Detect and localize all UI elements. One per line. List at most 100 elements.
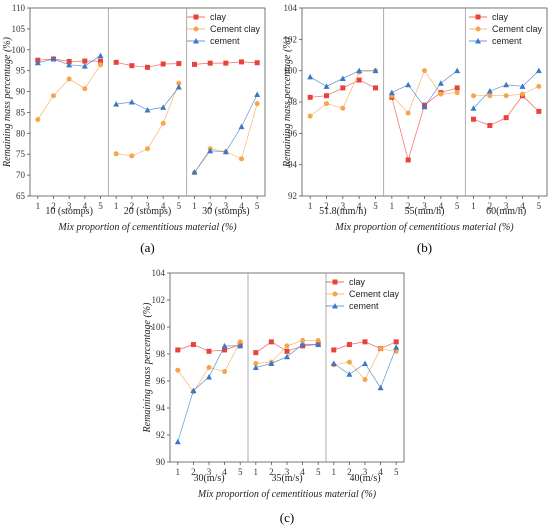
- series-line: [116, 83, 180, 157]
- data-point-circle: [405, 110, 411, 116]
- x-tick-label: 2: [208, 201, 213, 211]
- y-tick-label: 104: [152, 268, 166, 278]
- group-label: 10 (stomps): [45, 206, 93, 217]
- data-point-circle: [176, 80, 182, 86]
- y-tick-label: 98: [156, 349, 166, 359]
- legend: clay Cement clay cement: [469, 12, 543, 46]
- data-point-square: [503, 115, 509, 121]
- data-point-triangle: [97, 52, 104, 59]
- y-axis-label: Remaining mass percentage (%): [282, 36, 293, 168]
- data-point-square: [393, 339, 399, 345]
- data-point-square: [160, 61, 166, 67]
- data-point-square: [253, 350, 259, 356]
- data-point-triangle: [299, 341, 306, 348]
- data-point-triangle: [144, 106, 151, 113]
- y-tick-label: 100: [12, 45, 26, 55]
- x-tick-label: 1: [308, 201, 313, 211]
- y-tick-label: 75: [16, 149, 26, 159]
- x-tick-label: 1: [114, 201, 119, 211]
- y-tick-label: 90: [16, 87, 26, 97]
- series-cement_clay: [175, 338, 399, 395]
- data-point-square: [66, 58, 72, 64]
- x-tick-label: 1: [390, 201, 395, 211]
- data-point-square: [373, 85, 378, 91]
- data-point-circle: [340, 105, 346, 111]
- x-tick-label: 4: [520, 201, 525, 211]
- data-point-square: [307, 94, 313, 100]
- x-tick-label: 4: [83, 201, 88, 211]
- data-point-square: [536, 108, 542, 114]
- data-point-circle: [206, 365, 212, 370]
- data-point-circle: [222, 369, 228, 375]
- data-point-triangle: [113, 101, 120, 107]
- series-cement_clay: [35, 62, 260, 176]
- data-point-triangle: [238, 123, 245, 130]
- series-cement: [307, 67, 542, 111]
- data-point-triangle: [377, 384, 384, 391]
- data-point-circle: [284, 343, 290, 349]
- x-tick-label: 5: [316, 467, 321, 477]
- x-tick-label: 3: [422, 201, 427, 211]
- x-tick-label: 4: [357, 201, 362, 211]
- data-point-square: [145, 64, 150, 70]
- x-tick-label: 4: [300, 467, 305, 477]
- data-point-square: [356, 77, 362, 83]
- x-tick-label: 1: [192, 201, 197, 211]
- data-point-circle: [300, 338, 306, 343]
- data-point-square: [284, 348, 290, 354]
- group-label: 60(mm/h): [486, 206, 526, 217]
- legend-marker-circle: [193, 26, 199, 32]
- data-point-circle: [378, 346, 384, 352]
- data-point-circle: [175, 367, 181, 373]
- data-point-square: [454, 85, 460, 91]
- x-tick-label: 3: [224, 201, 229, 211]
- data-point-circle: [35, 117, 41, 123]
- data-point-triangle: [486, 88, 493, 94]
- data-point-triangle: [191, 169, 198, 175]
- legend-label: clay: [492, 12, 509, 22]
- data-point-triangle: [519, 83, 526, 89]
- data-point-square: [268, 339, 274, 345]
- data-point-triangle: [470, 105, 477, 111]
- x-tick-label: 1: [254, 467, 259, 477]
- x-tick-label: 3: [504, 201, 509, 211]
- data-point-square: [487, 123, 493, 128]
- x-tick-label: 2: [269, 467, 274, 477]
- legend-marker-square: [193, 14, 199, 20]
- data-point-circle: [503, 93, 509, 99]
- data-point-triangle: [207, 147, 214, 154]
- data-point-square: [254, 60, 260, 66]
- y-axis-label: Remaining mass percentage (%): [2, 36, 13, 168]
- data-point-circle: [66, 76, 72, 82]
- y-tick-label: 98: [288, 97, 298, 107]
- panel-label: (c): [280, 510, 294, 525]
- data-point-circle: [520, 91, 525, 97]
- x-tick-label: 5: [255, 201, 260, 211]
- x-tick-label: 2: [347, 467, 352, 477]
- x-axis-label: Mix proportion of cementitious material …: [197, 489, 377, 500]
- legend: clay Cement clay cement: [326, 277, 400, 311]
- legend-label: cement: [492, 36, 522, 46]
- data-point-triangle: [372, 67, 379, 74]
- x-tick-label: 5: [537, 201, 542, 211]
- x-tick-label: 2: [191, 467, 196, 477]
- data-point-circle: [315, 338, 321, 343]
- y-tick-label: 100: [284, 66, 298, 76]
- panel-label: (b): [417, 240, 432, 255]
- x-axis-label: Mix proportion of cementitious material …: [57, 222, 237, 233]
- x-tick-label: 3: [363, 467, 368, 477]
- data-point-triangle: [66, 61, 73, 68]
- data-point-triangle: [190, 387, 197, 393]
- x-tick-label: 3: [285, 467, 290, 477]
- data-point-triangle: [284, 353, 290, 360]
- y-tick-label: 102: [152, 295, 166, 305]
- data-point-triangle: [393, 344, 400, 350]
- data-point-triangle: [206, 373, 212, 380]
- x-tick-label: 5: [98, 201, 103, 211]
- legend-marker-circle: [475, 26, 481, 32]
- data-point-square: [239, 59, 244, 65]
- data-point-square: [190, 342, 196, 348]
- data-point-square: [175, 347, 181, 353]
- y-tick-label: 95: [16, 66, 26, 76]
